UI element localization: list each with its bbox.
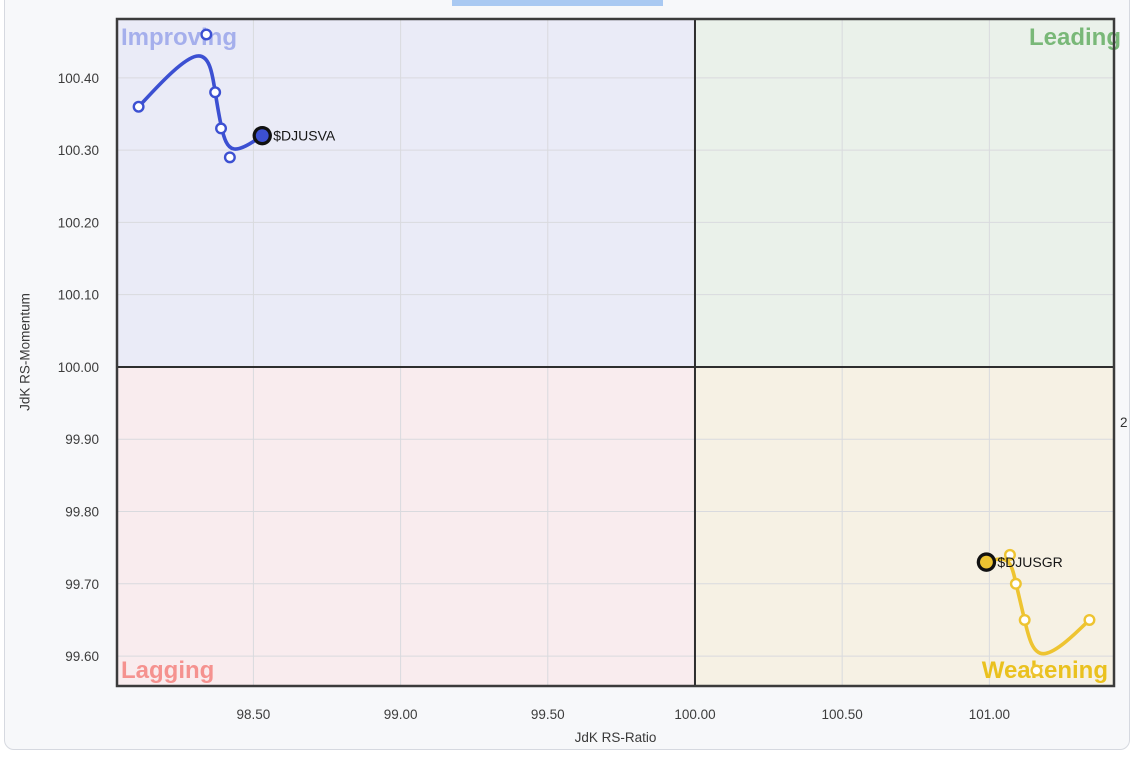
quadrant-label-weakening: Weakening	[982, 657, 1108, 684]
series-marker-$DJUSVA[interactable]	[223, 151, 236, 164]
series-marker-$DJUSVA[interactable]	[132, 100, 145, 113]
y-tick-label: 100.40	[58, 71, 99, 86]
series-marker-$DJUSGR[interactable]	[1018, 613, 1031, 626]
series-marker-$DJUSGR[interactable]	[1030, 664, 1043, 677]
x-tick-label: 99.50	[531, 707, 565, 722]
quadrant-weakening	[694, 366, 1113, 685]
quadrant-lagging	[118, 366, 695, 685]
y-tick-label: 100.10	[58, 288, 99, 303]
x-tick-label: 99.00	[384, 707, 418, 722]
y-tick-label: 100.00	[58, 360, 99, 375]
quadrant-label-lagging: Lagging	[121, 657, 214, 684]
plot-border	[115, 17, 1116, 688]
quadrant-label-improving: Improving	[121, 24, 237, 51]
series-marker-$DJUSGR[interactable]	[1083, 613, 1096, 626]
x-tick-label: 100.50	[822, 707, 863, 722]
series-curve-$DJUSGR[interactable]	[984, 557, 1092, 656]
y-axis-title: JdK RS-Momentum	[17, 293, 33, 411]
x-tick-label: 100.00	[674, 707, 715, 722]
y-tick-label: 100.30	[58, 143, 99, 158]
series-marker-$DJUSVA[interactable]	[215, 122, 228, 135]
x-tick-label: 98.50	[237, 707, 271, 722]
series-marker-$DJUSVA[interactable]	[209, 86, 222, 99]
series-marker-$DJUSGR[interactable]	[1003, 548, 1016, 561]
series-marker-$DJUSGR[interactable]	[1009, 577, 1022, 590]
series-head-$DJUSVA[interactable]	[255, 129, 269, 143]
series-label-$DJUSVA: $DJUSVA	[273, 128, 336, 144]
y-tick-label: 99.80	[65, 505, 99, 520]
quadrant-improving	[118, 20, 695, 367]
quadrant-leading	[694, 20, 1113, 367]
x-axis-title: JdK RS-Ratio	[574, 730, 657, 745]
x-tick-label: 101.00	[969, 707, 1010, 722]
top-highlight-bar	[452, 0, 663, 6]
series-marker-$DJUSVA[interactable]	[200, 28, 213, 41]
y-tick-label: 100.20	[58, 215, 99, 230]
right-edge-clipped-text: 2	[1120, 415, 1128, 430]
y-tick-label: 99.90	[65, 432, 99, 447]
series-head-$DJUSGR[interactable]	[980, 555, 993, 569]
y-tick-label: 99.60	[65, 649, 99, 664]
quadrant-label-leading: Leading	[1029, 24, 1121, 51]
series-curve-$DJUSVA[interactable]	[136, 54, 265, 151]
y-tick-label: 99.70	[65, 577, 99, 592]
series-label-$DJUSGR: $DJUSGR	[997, 554, 1062, 570]
